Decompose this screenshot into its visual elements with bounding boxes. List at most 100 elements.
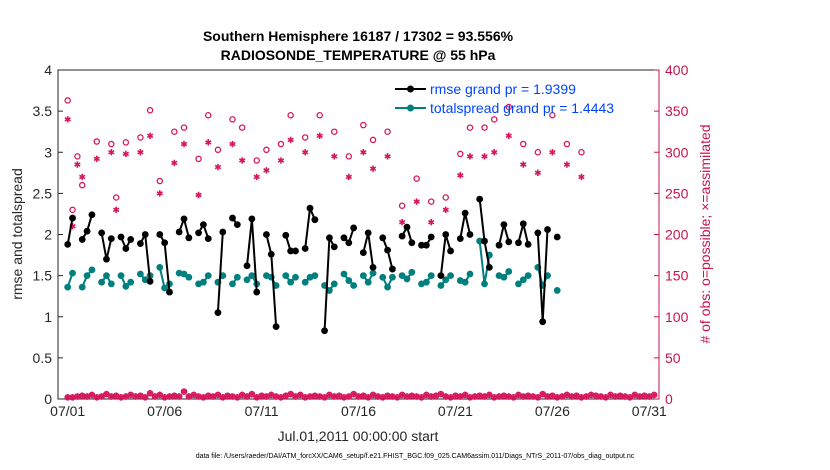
obs-assimilated-low-point bbox=[88, 391, 96, 399]
rmse-point bbox=[408, 239, 416, 247]
totalspread-point bbox=[476, 237, 484, 245]
obs-assimilated-point bbox=[534, 169, 542, 177]
obs-assimilated-point bbox=[428, 218, 435, 226]
y-left-tick-label: 0 bbox=[44, 391, 52, 407]
rmse-point bbox=[544, 226, 551, 233]
obs-assimilated-point bbox=[549, 149, 556, 156]
obs-possible-point bbox=[442, 194, 449, 201]
totalspread-point bbox=[330, 280, 338, 288]
obs-assimilated-low-point bbox=[626, 394, 634, 401]
totalspread-point bbox=[69, 269, 76, 277]
y-axis-label-right: # of obs: o=possible; ×=assimilated bbox=[697, 124, 713, 343]
totalspread-point bbox=[442, 276, 450, 284]
totalspread-point bbox=[127, 278, 135, 286]
totalspread-point bbox=[481, 280, 488, 288]
legend-marker-spread bbox=[407, 104, 414, 112]
totalspread-point bbox=[408, 268, 416, 276]
rmse-point bbox=[195, 229, 202, 237]
obs-possible-point bbox=[93, 138, 101, 145]
obs-possible-point bbox=[490, 116, 498, 123]
rmse-point bbox=[166, 288, 173, 296]
obs-possible-point bbox=[171, 128, 178, 135]
obs-possible-point bbox=[146, 107, 154, 114]
obs-assimilated-point bbox=[316, 132, 323, 139]
rmse-point bbox=[505, 238, 513, 246]
obs-assimilated-low-point bbox=[345, 393, 352, 400]
x-tick-label: 07/01 bbox=[50, 403, 85, 419]
obs-possible-point bbox=[360, 121, 367, 129]
obs-assimilated-point bbox=[214, 163, 222, 171]
obs-assimilated-point bbox=[146, 132, 154, 139]
rmse-point bbox=[161, 239, 169, 247]
rmse-point bbox=[146, 277, 154, 285]
obs-possible-point bbox=[263, 146, 270, 154]
rmse-point bbox=[456, 235, 464, 243]
obs-possible-point bbox=[534, 148, 542, 156]
totalspread-point bbox=[180, 270, 188, 278]
rmse-point bbox=[301, 245, 309, 252]
rmse-point bbox=[398, 232, 406, 240]
totalspread-point bbox=[292, 273, 299, 281]
totalspread-point bbox=[447, 272, 454, 280]
rmse-point bbox=[422, 241, 430, 249]
totalspread-point bbox=[553, 287, 561, 294]
rmse-point bbox=[476, 195, 484, 203]
footnote: data file: /Users/raeder/DAI/ATM_forcXX/… bbox=[196, 453, 635, 460]
obs-assimilated-point bbox=[229, 140, 236, 148]
obs-assimilated-low-point bbox=[146, 390, 154, 397]
rmse-point bbox=[481, 237, 488, 245]
totalspread-point bbox=[466, 270, 474, 278]
obs-assimilated-point bbox=[64, 116, 71, 123]
totalspread-point bbox=[311, 272, 319, 280]
totalspread-point bbox=[83, 272, 91, 280]
rmse-point bbox=[185, 234, 193, 242]
obs-assimilated-low-point bbox=[321, 394, 328, 401]
totalspread-point bbox=[379, 273, 387, 281]
series-layer bbox=[64, 195, 561, 335]
obs-assimilated-low-point bbox=[175, 393, 183, 400]
totalspread-point bbox=[403, 275, 411, 283]
rmse-point bbox=[282, 231, 290, 239]
rmse-point bbox=[539, 318, 547, 326]
totalspread-point bbox=[64, 283, 72, 291]
obs-assimilated-point bbox=[398, 218, 406, 226]
obs-assimilated-point bbox=[302, 149, 309, 156]
rmse-point bbox=[384, 246, 391, 254]
totalspread-point bbox=[350, 282, 358, 289]
obs-assimilated-low-point bbox=[234, 394, 241, 401]
obs-assimilated-low-point bbox=[180, 388, 188, 395]
rmse-point bbox=[345, 239, 353, 247]
y-right-tick-label: 0 bbox=[665, 391, 673, 407]
rmse-point bbox=[466, 231, 474, 238]
rmse-point bbox=[64, 240, 72, 248]
obs-possible-point bbox=[122, 139, 130, 146]
y-right-tick-label: 200 bbox=[665, 227, 689, 243]
x-axis-label: Jul.01,2011 00:00:00 start bbox=[278, 428, 439, 444]
obs-assimilated-low-point bbox=[287, 390, 294, 398]
obs-possible-point bbox=[549, 111, 556, 119]
totalspread-point bbox=[233, 273, 241, 281]
obs-assimilated-point bbox=[108, 149, 115, 156]
rmse-point bbox=[369, 264, 377, 271]
y-axis-label-left: rmse and totalspread bbox=[9, 168, 25, 300]
obs-possible-point bbox=[229, 116, 236, 123]
obs-assimilated-point bbox=[238, 157, 246, 164]
totalspread-point bbox=[500, 273, 508, 281]
legend-marker-rmse bbox=[407, 85, 414, 93]
obs-possible-point bbox=[481, 124, 488, 131]
obs-assimilated-low-point bbox=[539, 390, 546, 398]
rmse-point bbox=[485, 264, 493, 271]
rmse-point bbox=[350, 224, 358, 232]
obs-possible-point bbox=[195, 155, 202, 163]
rmse-point bbox=[447, 247, 454, 255]
obs-assimilated-point bbox=[253, 173, 260, 181]
x-tick-label: 07/06 bbox=[147, 403, 182, 419]
obs-assimilated-low-point bbox=[142, 394, 149, 401]
totalspread-point bbox=[156, 264, 164, 271]
totalspread-point bbox=[136, 270, 144, 278]
obs-possible-point bbox=[287, 111, 294, 119]
rmse-point bbox=[306, 204, 314, 212]
rmse-point bbox=[442, 231, 450, 238]
totalspread-point bbox=[369, 269, 377, 277]
rmse-point bbox=[98, 229, 106, 237]
